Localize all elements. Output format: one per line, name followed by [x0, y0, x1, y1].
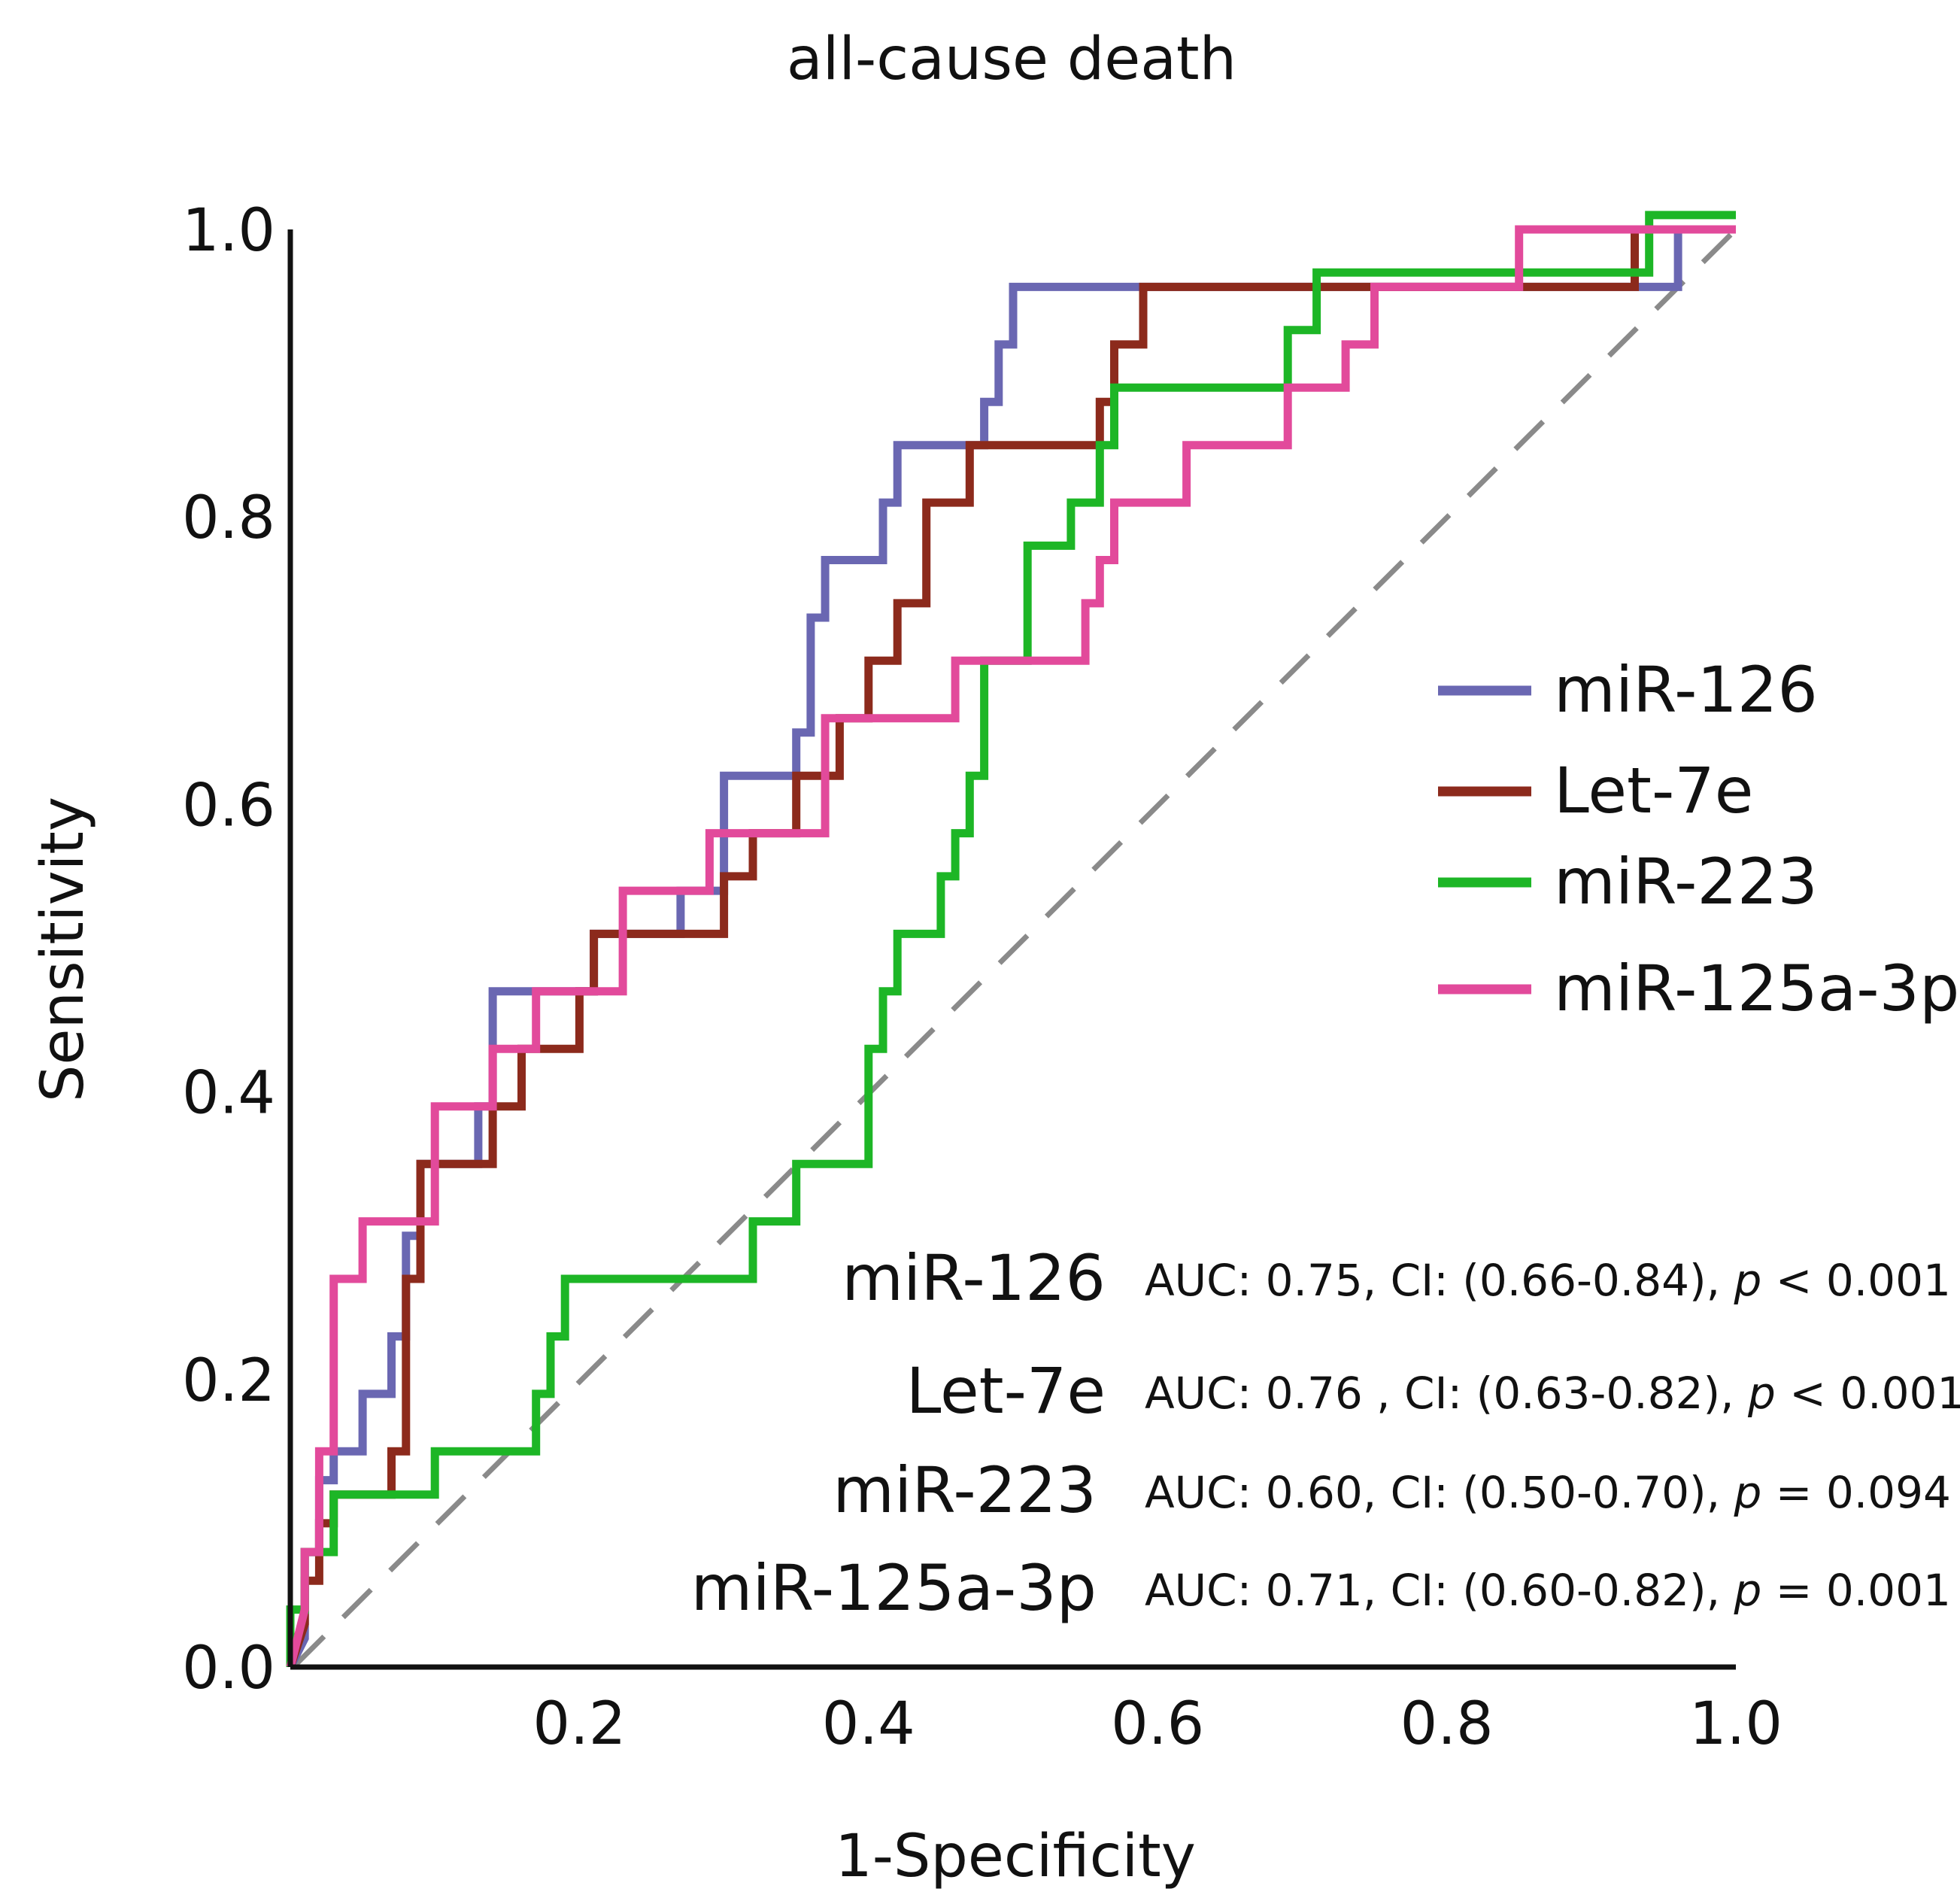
stat-series-name: miR-223	[833, 1453, 1097, 1527]
stat-p-label: p	[1734, 1255, 1762, 1306]
series-line-mir-126	[287, 225, 1736, 1669]
auc-stats-block: miR-126 AUC: 0.75, CI: (0.66-0.84), p < 0…	[691, 1241, 1960, 1625]
stat-p-value: = 0.001	[1761, 1565, 1951, 1616]
stat-auc-text: AUC: 0.60, CI: (0.50-0.70), p = 0.094	[1145, 1467, 1951, 1518]
stat-p-label: p	[1734, 1565, 1762, 1616]
tick-layer: 0.2 0.4 0.6 0.8 1.0 0.0 0.2 0.4 0.6 0.8 1.0	[182, 197, 1783, 1758]
x-tick-label: 0.2	[532, 1690, 626, 1758]
x-tick-label: 0.4	[822, 1690, 915, 1758]
stat-p-value: < 0.001	[1761, 1255, 1951, 1306]
y-tick-label: 0.6	[182, 772, 275, 840]
legend-label: miR-126	[1554, 653, 1818, 727]
y-tick-label: 0.4	[182, 1060, 275, 1128]
chart-title: all-cause death	[787, 26, 1236, 93]
stat-auc-text: AUC: 0.71, CI: (0.60-0.82), p = 0.001	[1145, 1565, 1951, 1616]
stat-series-name: miR-125a-3p	[691, 1551, 1097, 1625]
y-tick-label: 0.0	[182, 1635, 275, 1702]
stat-p-label: p	[1747, 1368, 1776, 1419]
stat-p-value: = 0.094	[1761, 1467, 1951, 1518]
stat-series-name: Let-7e	[906, 1354, 1106, 1428]
legend-label: miR-125a-3p	[1554, 952, 1959, 1025]
legend-label: miR-223	[1554, 845, 1818, 919]
legend: miR-126 Let-7e miR-223 miR-125a-3p	[1438, 653, 1959, 1025]
series-line-mir-125a-3p	[286, 225, 1736, 1669]
series-layer	[286, 211, 1736, 1669]
series-line-mir-223	[286, 211, 1736, 1667]
legend-label: Let-7e	[1554, 754, 1753, 828]
y-axis-title: Sensitivity	[29, 797, 97, 1102]
stat-series-name: miR-126	[842, 1241, 1106, 1315]
x-tick-label: 1.0	[1689, 1690, 1783, 1758]
x-tick-label: 0.6	[1111, 1690, 1204, 1758]
y-tick-label: 1.0	[182, 197, 275, 265]
x-tick-label: 0.8	[1400, 1690, 1494, 1758]
stat-auc-text: AUC: 0.75, CI: (0.66-0.84), p < 0.001	[1145, 1255, 1951, 1306]
series-line-let-7e	[286, 225, 1736, 1669]
stat-p-value: < 0.001	[1776, 1368, 1960, 1419]
x-axis-title: 1-Specificity	[835, 1823, 1196, 1890]
y-tick-label: 0.2	[182, 1347, 275, 1415]
y-tick-label: 0.8	[182, 484, 275, 552]
stat-auc-text: AUC: 0.76 , CI: (0.63-0.82), p < 0.001	[1145, 1368, 1960, 1419]
stat-p-label: p	[1734, 1467, 1762, 1518]
